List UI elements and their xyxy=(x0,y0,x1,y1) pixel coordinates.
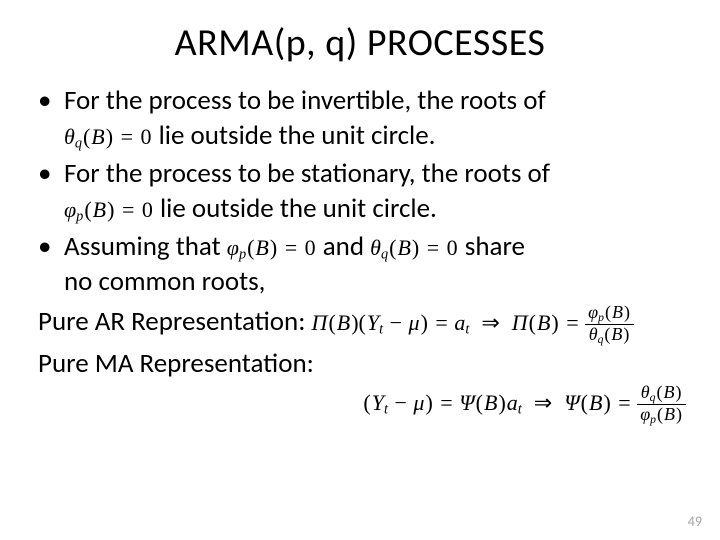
bullet-3: Assuming that φp(B) = 0 and θq(B) = 0 sh… xyxy=(38,230,692,299)
ma-rep-line: Pure MA Representation: xyxy=(38,347,692,382)
bullet-3-share: share xyxy=(465,230,525,263)
formula-theta-q-eq0-2: θq(B) = 0 xyxy=(370,235,459,260)
bullet-3-and: and xyxy=(323,230,370,263)
bullet-1-text-a: For the process to be invertible, the ro… xyxy=(64,84,546,117)
bullet-1-text-b: lie outside the unit circle. xyxy=(159,119,436,152)
bullet-2-text-b: lie outside the unit circle. xyxy=(160,192,437,225)
page-number: 49 xyxy=(688,513,702,530)
formula-phi-p-eq0-2: φp(B) = 0 xyxy=(227,235,317,260)
slide-title: ARMA(p, q) PROCESSES xyxy=(28,20,692,66)
bullet-1: For the process to be invertible, the ro… xyxy=(38,84,692,153)
bullet-list: For the process to be invertible, the ro… xyxy=(38,84,692,299)
slide: ARMA(p, q) PROCESSES For the process to … xyxy=(0,0,720,540)
frac-phi-over-theta: φp(B) θq(B) xyxy=(585,303,634,346)
formula-theta-q-eq0-1: θq(B) = 0 xyxy=(64,124,153,149)
ar-rep-label: Pure AR Representation: xyxy=(38,305,305,338)
bullet-2-text-a: For the process to be stationary, the ro… xyxy=(64,157,550,190)
formula-ma-rep: (Yt − μ) = Ψ(B)at ⇒ Ψ(B) = θq(B) φp(B) xyxy=(362,390,686,415)
bullet-3-text-b: no common roots, xyxy=(64,265,265,298)
ma-rep-formula-row: (Yt − μ) = Ψ(B)at ⇒ Ψ(B) = θq(B) φp(B) xyxy=(38,383,692,426)
bullet-3-text-a: Assuming that xyxy=(64,230,227,263)
formula-phi-p-eq0-1: φp(B) = 0 xyxy=(64,197,154,222)
bullet-2: For the process to be stationary, the ro… xyxy=(38,157,692,226)
formula-ar-rep: Π(B)(Yt − μ) = at ⇒ Π(B) = φp(B) θq(B) xyxy=(312,310,634,335)
ar-rep-line: Pure AR Representation: Π(B)(Yt − μ) = a… xyxy=(38,303,692,346)
ma-rep-label: Pure MA Representation: xyxy=(38,347,314,380)
frac-theta-over-phi: θq(B) φp(B) xyxy=(637,383,686,426)
